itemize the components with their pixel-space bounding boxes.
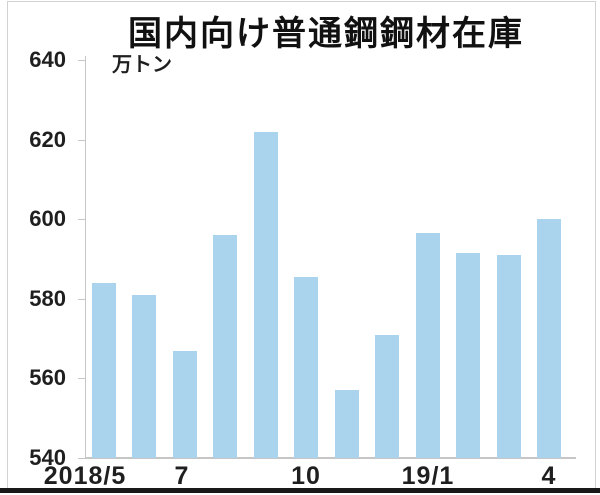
y-tick-580 — [78, 299, 85, 300]
x-tick-label-4: 4 — [541, 462, 557, 490]
x-tick-label-2018-5: 2018/5 — [43, 462, 127, 490]
x-axis-baseline — [85, 457, 576, 459]
bar-2018-10 — [294, 277, 318, 458]
y-tick-label-580: 580 — [29, 286, 66, 311]
y-tick-560 — [78, 378, 85, 379]
bar-2018-5 — [92, 283, 116, 458]
x-tick-label-7: 7 — [174, 462, 190, 490]
y-tick-label-620: 620 — [29, 127, 66, 152]
y-tick-640 — [78, 60, 85, 61]
y-tick-label-560: 560 — [29, 365, 66, 390]
y-axis-unit-label: 万トン — [112, 54, 172, 76]
bar-2018-6 — [132, 295, 156, 458]
bar-2019-2 — [456, 253, 480, 458]
x-tick-label-10: 10 — [291, 462, 321, 490]
bar-2018-9 — [254, 132, 278, 458]
bar-2019-4 — [537, 219, 561, 458]
bar-2018-8 — [213, 235, 237, 458]
y-axis-line — [85, 56, 86, 458]
chart-title: 国内向け普通鋼鋼材在庫 — [128, 15, 524, 53]
bar-2018-7 — [173, 351, 197, 458]
bar-2019-3 — [497, 255, 521, 458]
bar-2019-1 — [416, 233, 440, 458]
bar-2018-11 — [335, 390, 359, 458]
bar-2018-12 — [375, 335, 399, 458]
y-tick-label-600: 600 — [29, 206, 66, 231]
y-tick-600 — [78, 219, 85, 220]
x-tick-label-19-1: 19/1 — [401, 462, 455, 490]
y-tick-540 — [78, 458, 85, 459]
y-tick-label-640: 640 — [29, 47, 66, 72]
y-tick-label-540: 540 — [29, 445, 66, 470]
y-tick-620 — [78, 140, 85, 141]
bottom-rule — [0, 488, 600, 493]
